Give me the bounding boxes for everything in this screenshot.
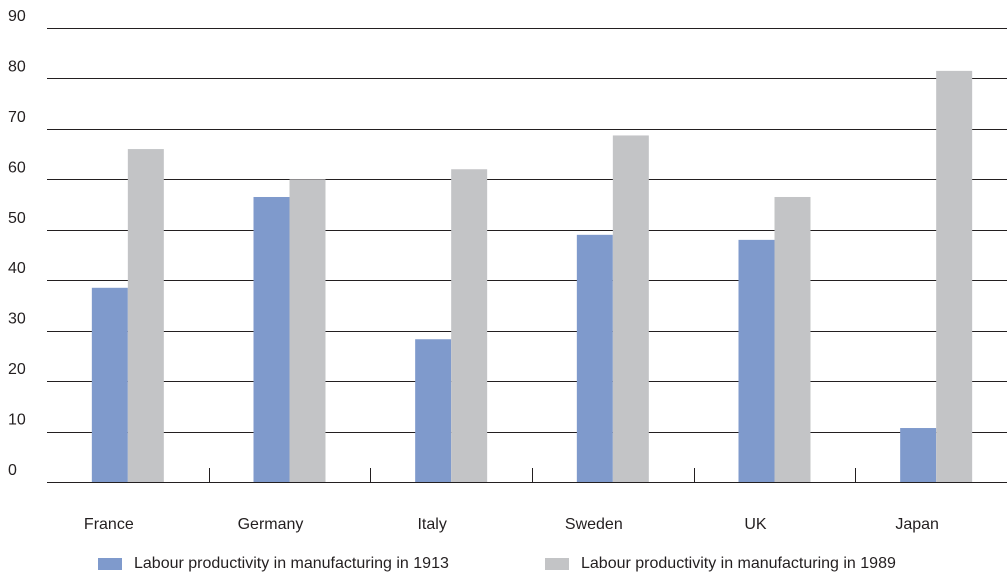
y-tick-label: 0: [8, 462, 17, 479]
x-category-label-sweden: Sweden: [565, 516, 623, 533]
bar-germany-1989: [289, 179, 326, 483]
bar-chart: 0 10 20 30 40 50 60 70 80 90 France Germany Italy Sw…: [8, 8, 1007, 533]
y-tick-label: 80: [8, 58, 26, 75]
y-tick-label: 50: [8, 210, 26, 227]
x-category-label-japan: Japan: [895, 516, 939, 533]
gridlines: [47, 28, 1007, 483]
bar-uk-1913: [738, 239, 775, 482]
y-tick-label: 40: [8, 260, 26, 277]
y-tick-label: 90: [8, 8, 26, 25]
bar-france-1913: [91, 287, 128, 482]
bar-uk-1989: [774, 196, 811, 482]
legend-item-1989: Labour productivity in manufacturing in …: [545, 555, 896, 573]
bar-sweden-1913: [576, 234, 613, 482]
legend-label-1913: Labour productivity in manufacturing in …: [134, 555, 449, 572]
x-category-label-italy: Italy: [417, 516, 446, 533]
y-tick-label: 20: [8, 361, 26, 378]
bar-italy-1913: [415, 339, 452, 482]
bar-japan-1989: [936, 70, 973, 482]
y-tick-label: 10: [8, 412, 26, 429]
x-axis-ticks: [209, 468, 856, 482]
x-category-label-germany: Germany: [238, 516, 304, 533]
bar-sweden-1989: [612, 135, 649, 483]
legend-label-1989: Labour productivity in manufacturing in …: [581, 555, 896, 572]
bar-germany-1913: [253, 196, 290, 482]
x-axis-category-labels: France Germany Italy Sweden UK Japan: [84, 516, 939, 533]
y-tick-label: 60: [8, 159, 26, 176]
x-category-label-uk: UK: [744, 516, 767, 533]
legend: Labour productivity in manufacturing in …: [0, 555, 1007, 578]
legend-item-1913: Labour productivity in manufacturing in …: [98, 555, 449, 573]
y-axis-tick-labels: 0 10 20 30 40 50 60 70 80 90: [8, 8, 26, 479]
bars: [47, 70, 1007, 483]
y-tick-label: 70: [8, 109, 26, 126]
x-category-label-france: France: [84, 516, 134, 533]
bar-italy-1989: [451, 169, 488, 482]
legend-swatch-1989: [545, 558, 569, 570]
bar-france-1989: [127, 149, 164, 483]
bar-japan-1913: [900, 428, 937, 482]
y-tick-label: 30: [8, 311, 26, 328]
legend-swatch-1913: [98, 558, 122, 570]
